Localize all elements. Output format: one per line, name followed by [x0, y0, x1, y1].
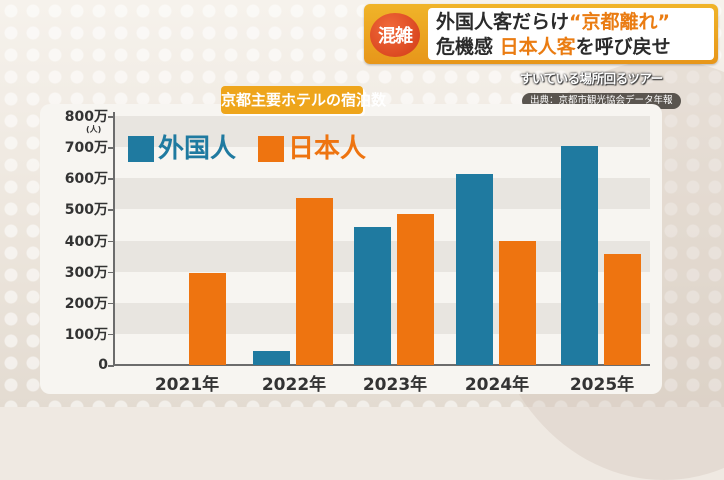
legend-item-foreign: 外国人: [128, 134, 236, 164]
headline-accent-2: 日本人客: [499, 36, 576, 58]
bar-japanese: [397, 214, 434, 365]
y-tick-label: 200万: [64, 295, 108, 312]
y-tick-label: 400万: [64, 233, 108, 250]
y-tick: [108, 178, 114, 180]
y-axis: [113, 112, 115, 366]
x-axis: [113, 364, 650, 366]
headline-accent-1: “京都離れ”: [569, 11, 670, 33]
y-tick-label: 700万: [64, 140, 108, 157]
chart-title: 京都主要ホテルの宿泊数: [221, 86, 386, 114]
legend: 外国人 日本人: [128, 134, 366, 164]
bar-japanese: [296, 198, 333, 365]
legend-swatch-foreign: [128, 136, 154, 162]
y-tick: [108, 209, 114, 211]
bar-japanese: [499, 241, 536, 365]
bar-foreign: [253, 350, 290, 365]
legend-swatch-japanese: [258, 136, 285, 162]
congestion-badge: 混雑: [370, 13, 420, 57]
bar-japanese: [189, 272, 226, 365]
y-tick: [108, 365, 114, 367]
bar-japanese: [604, 253, 641, 365]
x-category-label: 2023年: [362, 375, 428, 395]
x-category-label: 2021年: [154, 375, 220, 395]
bar-foreign: [456, 174, 493, 365]
y-tick-label: 800万: [64, 109, 108, 125]
y-tick-label: 600万: [64, 171, 108, 188]
y-tick: [108, 240, 114, 242]
y-tick: [108, 333, 114, 336]
y-tick: [108, 271, 114, 274]
headline-text-box: 外国人客だらけ“京都離れ” 危機感 日本人客を呼び戻せ: [428, 8, 714, 60]
y-tick-label: 500万: [64, 202, 108, 219]
y-tick-label: 100万: [64, 326, 108, 343]
x-category-label: 2024年: [464, 375, 530, 395]
grid-band: [114, 178, 650, 210]
bar-foreign: [561, 146, 598, 365]
subcaption: すいている場所回るツアー: [520, 71, 663, 86]
y-tick-label: 0: [98, 357, 108, 373]
x-category-label: 2025年: [569, 375, 635, 395]
y-tick: [108, 147, 114, 149]
y-tick: [108, 116, 114, 118]
grid-band: [114, 116, 650, 148]
x-category-label: 2022年: [261, 375, 327, 395]
headline-line-1: 外国人客だらけ“京都離れ”: [436, 11, 670, 33]
y-tick-label: 300万: [64, 264, 108, 281]
headline-banner: 混雑 外国人客だらけ“京都離れ” 危機感 日本人客を呼び戻せ: [364, 4, 718, 64]
bar-foreign: [354, 227, 391, 365]
y-axis-unit: (人): [86, 125, 102, 134]
y-tick: [108, 302, 114, 305]
legend-item-japanese: 日本人: [258, 134, 366, 164]
legend-label-foreign: 外国人: [158, 134, 237, 164]
headline-line-2: 危機感 日本人客を呼び戻せ: [436, 36, 671, 58]
legend-label-japanese: 日本人: [288, 134, 367, 164]
